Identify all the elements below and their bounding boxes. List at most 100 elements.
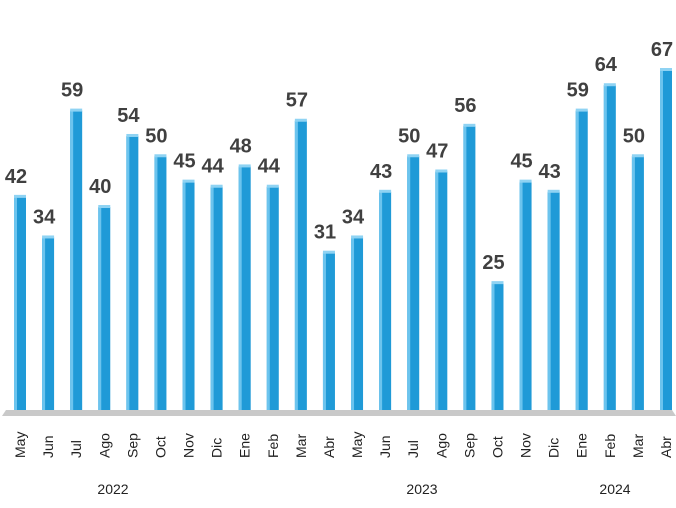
bar-top — [42, 235, 55, 239]
bar-highlight — [154, 156, 158, 410]
bar-highlight — [547, 191, 551, 410]
bar-highlight — [379, 191, 383, 410]
value-label: 44 — [258, 156, 281, 178]
x-tick-label: Jun — [40, 435, 56, 458]
bar-highlight — [463, 125, 467, 410]
bar-top — [435, 169, 448, 173]
x-tick-label: Feb — [602, 434, 618, 458]
value-label: 59 — [61, 80, 83, 102]
bar-top — [660, 68, 672, 71]
bar-highlight — [210, 186, 214, 410]
x-tick-label: Feb — [265, 434, 281, 458]
bar-top — [351, 235, 364, 239]
value-label: 47 — [426, 140, 448, 162]
x-tick-label: Oct — [152, 436, 168, 458]
bar-highlight — [435, 171, 439, 410]
bar-highlight — [42, 237, 46, 410]
bar-highlight — [407, 156, 411, 410]
value-label: 45 — [173, 151, 195, 173]
bar-highlight — [126, 135, 130, 410]
value-label: 45 — [510, 151, 532, 173]
value-label: 31 — [314, 222, 336, 244]
value-label: 34 — [342, 206, 365, 228]
value-label: 43 — [539, 161, 561, 183]
bar-highlight — [322, 252, 326, 410]
bar-top — [70, 108, 83, 112]
x-tick-label: Nov — [518, 433, 534, 458]
x-tick-label: May — [349, 432, 365, 458]
value-label: 48 — [230, 135, 252, 157]
bar-top — [491, 281, 504, 285]
bar-highlight — [351, 237, 355, 410]
value-label: 34 — [33, 206, 56, 228]
x-tick-label: Oct — [489, 436, 505, 458]
value-label: 59 — [567, 80, 589, 102]
bar-highlight — [519, 181, 523, 410]
x-tick-label: Ene — [574, 433, 590, 458]
bar-top — [519, 179, 532, 183]
bar-top — [603, 83, 616, 87]
value-label: 54 — [117, 105, 140, 127]
value-label: 57 — [286, 90, 308, 112]
value-label: 64 — [595, 54, 618, 76]
floor — [2, 410, 676, 416]
bar-highlight — [182, 181, 186, 410]
bar-top — [210, 184, 223, 188]
bar-top — [379, 189, 392, 193]
bar-highlight — [14, 196, 17, 410]
year-label: 2022 — [97, 481, 128, 497]
value-label: 67 — [651, 39, 673, 61]
bar-top — [575, 108, 588, 112]
bar-highlight — [660, 70, 663, 410]
bar-highlight — [238, 166, 242, 410]
bar-highlight — [70, 110, 74, 410]
x-tick-label: Sep — [461, 433, 477, 458]
value-label: 50 — [398, 125, 420, 147]
x-tick-label: Dic — [209, 438, 225, 458]
year-label: 2024 — [599, 481, 630, 497]
value-label: 50 — [623, 125, 645, 147]
x-tick-label: Jul — [68, 440, 84, 458]
bar-highlight — [631, 156, 635, 410]
x-tick-label: Sep — [124, 433, 140, 458]
bar-top — [126, 133, 139, 137]
x-tick-label: Nov — [181, 433, 197, 458]
x-tick-label: Ago — [433, 433, 449, 458]
value-label: 25 — [482, 252, 504, 274]
value-label: 50 — [145, 125, 167, 147]
bar-top — [463, 123, 476, 127]
value-label: 42 — [5, 166, 27, 188]
bar-top — [266, 184, 279, 188]
bar-highlight — [266, 186, 270, 410]
x-tick-label: May — [12, 432, 28, 458]
bar-top — [14, 194, 26, 198]
x-tick-label: Mar — [293, 434, 309, 458]
x-tick-label: Ago — [96, 433, 112, 458]
bar-top — [294, 118, 307, 122]
year-label: 2023 — [406, 481, 437, 497]
bar-top — [154, 154, 167, 158]
value-label: 44 — [201, 156, 224, 178]
x-tick-label: Ene — [237, 433, 253, 458]
bar-top — [98, 205, 111, 209]
bar-top — [322, 250, 335, 254]
bar-top — [182, 179, 195, 183]
bar-top — [238, 164, 251, 168]
x-tick-label: Dic — [546, 438, 562, 458]
bar-highlight — [98, 207, 102, 410]
value-label: 40 — [89, 176, 111, 198]
value-label: 43 — [370, 161, 392, 183]
bar-highlight — [603, 85, 607, 410]
bar-highlight — [294, 120, 298, 410]
value-label: 56 — [454, 95, 476, 117]
x-tick-label: Abr — [658, 436, 674, 458]
x-tick-label: Mar — [630, 434, 646, 458]
bar-highlight — [575, 110, 579, 410]
x-tick-label: Jul — [405, 440, 421, 458]
bar-top — [631, 154, 644, 158]
bar-top — [547, 189, 560, 193]
bar-highlight — [491, 283, 495, 410]
bar-top — [407, 154, 420, 158]
x-tick-label: Abr — [321, 436, 337, 458]
